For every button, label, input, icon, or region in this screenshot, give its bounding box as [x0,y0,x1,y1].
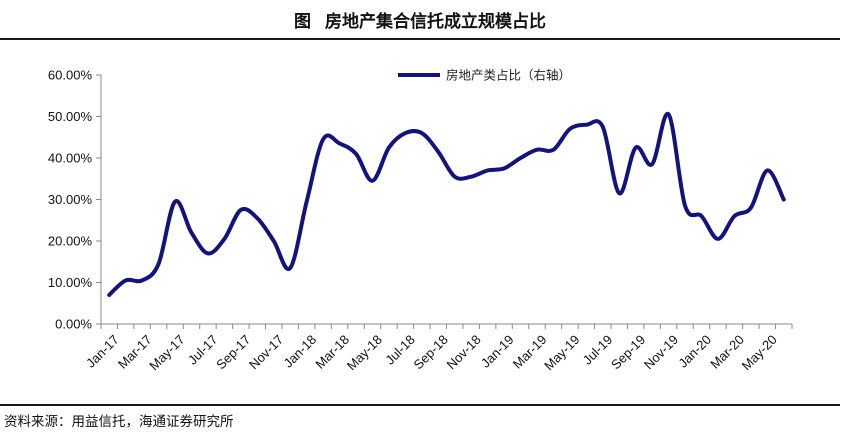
x-tick-label: Nov-18 [443,332,483,372]
x-tick-label: Jan-18 [280,332,319,371]
x-tick-label: Jan-17 [83,332,122,371]
y-tick-label: 10.00% [48,275,93,290]
y-tick-label: 60.00% [48,68,93,83]
series-line [107,112,786,297]
y-tick-label: 20.00% [48,234,93,249]
x-tick-label: Jan-19 [478,332,517,371]
line-chart: 0.00% 10.00% 20.00% 30.00% 40.00% 50.00% 60.00… [48,68,793,373]
x-tick-label: Sep-18 [411,332,451,372]
chart-title-bar: 图 房地产集合信托成立规模占比 [0,0,840,40]
chart-title: 房地产集合信托成立规模占比 [325,11,546,32]
axes: 0.00% 10.00% 20.00% 30.00% 40.00% 50.00% 60.00… [48,68,793,373]
legend-label: 房地产类占比（右轴） [446,68,571,83]
x-tick-label: Jan-20 [675,332,714,371]
x-tick-label: Nov-19 [641,332,681,372]
y-tick-label: 40.00% [48,151,93,166]
legend: 房地产类占比（右轴） [398,68,571,83]
y-tick-label: 50.00% [48,109,93,124]
x-tick-label: May-19 [541,332,582,373]
x-tick-label: May-20 [739,332,780,373]
source-note: 资料来源：用益信托，海通证券研究所 [0,404,840,433]
x-tick-label: May-18 [344,332,385,373]
x-tick-label: May-17 [146,332,187,373]
y-tick-label: 0.00% [55,317,92,332]
x-tick-label: Sep-17 [213,332,253,372]
x-tick-label: Nov-17 [246,332,286,372]
figure-label: 图 [294,11,311,32]
series-layer [107,112,786,297]
x-tick-label: Sep-19 [608,332,648,372]
y-tick-label: 30.00% [48,192,93,207]
